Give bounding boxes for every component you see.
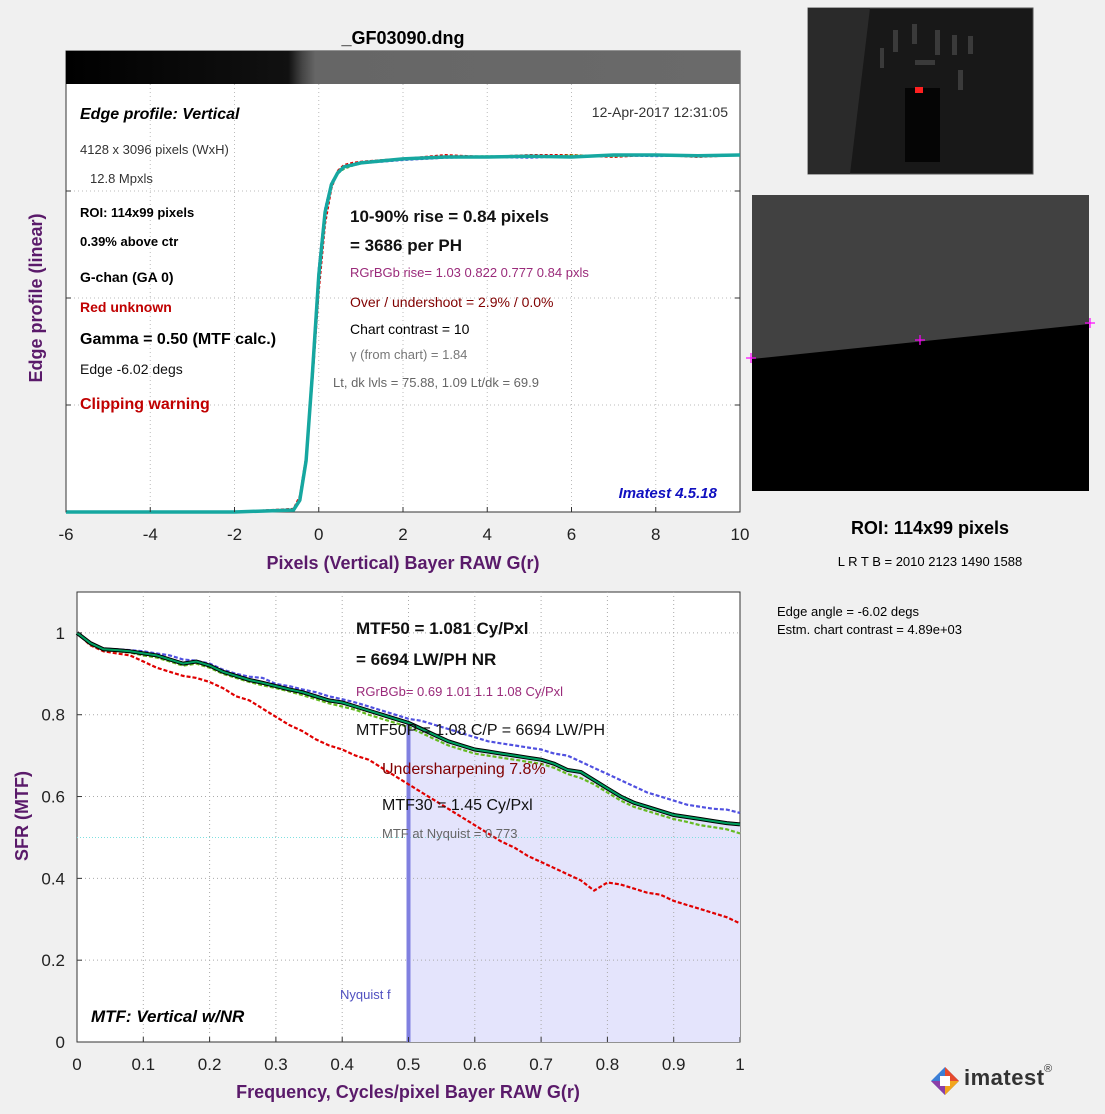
edge-curve-teal (66, 153, 741, 514)
edge-plot-area (65, 50, 741, 513)
edge-x-tick-label: 8 (651, 525, 660, 544)
mtf-y-tick-label: 0 (56, 1033, 65, 1052)
image-size: 4128 x 3096 pixels (WxH) (80, 142, 229, 157)
edge-grid (66, 84, 740, 512)
roi-image (746, 195, 1095, 491)
mtf-y-tick-label: 0.4 (41, 869, 65, 888)
gamma: Gamma = 0.50 (MTF calc.) (80, 331, 276, 348)
edge-x-tick-label: 2 (398, 525, 407, 544)
mtf-x-label: Frequency, Cycles/pixel Bayer RAW G(r) (236, 1082, 580, 1102)
mtf-curve-red (76, 632, 741, 925)
edge-x-tick-label: 10 (731, 525, 750, 544)
above-ctr: 0.39% above ctr (80, 234, 178, 249)
mtf-plot: 0 0.1 0.2 0.3 0.4 0.5 0.6 0.7 0.8 0.9 1 0 0.2 0.4 0.6… (12, 591, 745, 1102)
nyquist-mtf: MTF at Nyquist = 0.773 (382, 826, 517, 841)
mtf-y-label: SFR (MTF) (12, 771, 32, 861)
thumbnail-targets (880, 24, 973, 90)
mtf-x-tick-label: 0.4 (330, 1055, 354, 1074)
mtf-x-tick-label: 0.3 (264, 1055, 288, 1074)
mtf-x-tick-label: 1 (735, 1055, 744, 1074)
mtf50-value: MTF50 = 1.081 Cy/Pxl (356, 619, 528, 638)
side-chart-contrast: Estm. chart contrast = 4.89e+03 (777, 622, 962, 637)
channel: G-chan (GA 0) (80, 269, 174, 285)
mtf30: MTF30 = 1.45 Cy/Pxl (382, 797, 533, 814)
imatest-logo-text: imatest (964, 1065, 1045, 1090)
edge-x-ticks: -6 -4 -2 0 2 4 6 8 10 (58, 507, 749, 544)
version: Imatest 4.5.18 (619, 485, 718, 502)
roi-markers (746, 318, 1095, 363)
mtf-x-tick-label: 0.6 (463, 1055, 487, 1074)
file-title: _GF03090.dng (340, 28, 464, 48)
edge-x-label: Pixels (Vertical) Bayer RAW G(r) (266, 553, 539, 573)
mtf-y-tick-label: 0.8 (41, 706, 65, 725)
mtf-curve-lime (76, 632, 741, 835)
mtf-y-ticks: 0 0.2 0.4 0.6 0.8 1 (41, 624, 82, 1052)
mtf-x-tick-label: 0.5 (397, 1055, 421, 1074)
mtf-y-tick-label: 0.6 (41, 788, 65, 807)
mtf-y-tick-label: 1 (56, 624, 65, 643)
mtf-shade (408, 722, 740, 1042)
mtf-x-ticks: 0 0.1 0.2 0.3 0.4 0.5 0.6 0.7 0.8 0.9 1 (72, 1037, 745, 1074)
gamma-from-chart: γ (from chart) = 1.84 (350, 347, 467, 362)
mtf-x-tick-label: 0 (72, 1055, 81, 1074)
mtf-curve-green (76, 632, 741, 826)
edge-x-tick-label: -2 (227, 525, 242, 544)
thumbnail-wall (808, 8, 870, 174)
mtf-x-tick-label: 0.9 (662, 1055, 686, 1074)
imatest-logo-reg: ® (1044, 1063, 1053, 1075)
edge-x-tick-label: 6 (567, 525, 576, 544)
red-unknown: Red unknown (80, 299, 172, 315)
per-ph-value: = 3686 per PH (350, 236, 462, 255)
rgb-mtf50: RGrBGb= 0.69 1.01 1.1 1.08 Cy/Pxl (356, 684, 563, 699)
edge-curves (66, 153, 741, 514)
edge-x-tick-label: -4 (143, 525, 158, 544)
edge-angle: Edge -6.02 degs (80, 361, 183, 377)
thumbnail-camera (905, 88, 940, 162)
roi-dark-region (752, 324, 1089, 491)
imatest-logo-icon (931, 1067, 959, 1095)
timestamp: 12-Apr-2017 12:31:05 (592, 104, 728, 120)
mtf-x-tick-label: 0.1 (131, 1055, 155, 1074)
thumbnail-image (807, 7, 1034, 175)
clipping-warning: Clipping warning (80, 396, 210, 413)
mtf-x-tick-label: 0.7 (529, 1055, 553, 1074)
edge-y-label: Edge profile (linear) (26, 213, 46, 382)
nyquist-label: Nyquist f (340, 987, 391, 1002)
mtf-curves (75, 631, 741, 925)
side-edge-angle: Edge angle = -6.02 degs (777, 604, 920, 619)
rgb-rise: RGrBGb rise= 1.03 0.822 0.777 0.84 pxls (350, 265, 589, 280)
roi-title: ROI: 114x99 pixels (850, 518, 1010, 538)
thumbnail-roi-marker (915, 87, 923, 93)
mtf-curve-blue (76, 632, 741, 814)
rise-value: 10-90% rise = 0.84 pixels (350, 207, 549, 226)
mtf50-lwph: = 6694 LW/PH NR (356, 650, 496, 669)
overshoot: Over / undershoot = 2.9% / 0.0% (350, 294, 554, 310)
imatest-logo: imatest ® (930, 1063, 1070, 1097)
mtf-shade-region (408, 722, 740, 1042)
mtf50p: MTF50P = 1.08 C/P = 6694 LW/PH (356, 722, 605, 739)
levels: Lt, dk lvls = 75.88, 1.09 Lt/dk = 69.9 (333, 375, 539, 390)
roi-info: ROI: 114x99 pixels (80, 205, 194, 220)
edge-x-tick-label: 4 (483, 525, 492, 544)
chart-contrast: Chart contrast = 10 (350, 321, 470, 337)
undersharpening: Undersharpening 7.8% (382, 761, 546, 778)
mtf-x-tick-label: 0.2 (198, 1055, 222, 1074)
megapixels: 12.8 Mpxls (90, 171, 153, 186)
roi-coords: L R T B = 2010 2123 1490 1588 (837, 554, 1023, 569)
edge-profile-plot: -6 -4 -2 0 2 4 6 8 10 Edge profile: Vertical 12-… (26, 50, 749, 573)
edge-title: Edge profile: Vertical (80, 106, 240, 123)
edge-x-tick-label: -6 (58, 525, 73, 544)
edge-strip (66, 51, 740, 84)
mtf-title: MTF: Vertical w/NR (91, 1007, 245, 1026)
mtf-x-tick-label: 0.8 (596, 1055, 620, 1074)
mtf-y-tick-label: 0.2 (41, 951, 65, 970)
edge-x-tick-label: 0 (314, 525, 323, 544)
